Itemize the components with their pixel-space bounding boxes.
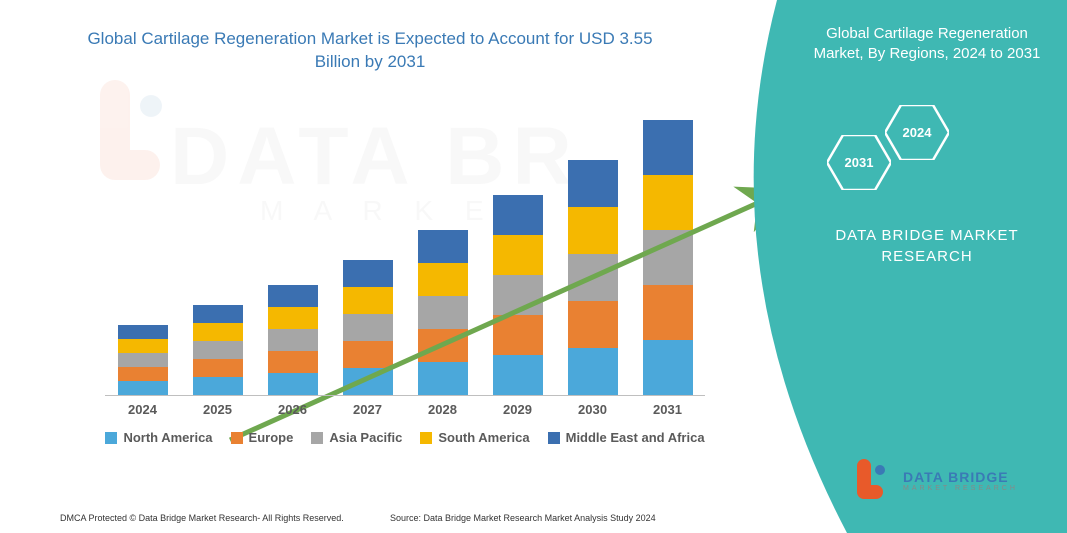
legend-item: Europe bbox=[231, 430, 294, 445]
chart-legend: North America Europe Asia Pacific South Ame… bbox=[95, 430, 715, 445]
bar-segment bbox=[268, 351, 318, 373]
brand-text: DATA BRIDGE MARKET RESEARCH bbox=[817, 225, 1037, 267]
bar-segment bbox=[643, 285, 693, 340]
logo-line-1: DATA BRIDGE bbox=[903, 469, 1018, 485]
chart-title: Global Cartilage Regeneration Market is … bbox=[80, 28, 660, 74]
bar-segment bbox=[643, 230, 693, 285]
bar-column bbox=[643, 120, 693, 395]
bar-segment bbox=[343, 341, 393, 368]
bar-segment bbox=[268, 307, 318, 329]
bar-column bbox=[418, 230, 468, 395]
logo-mark-icon bbox=[857, 457, 893, 503]
bar-segment bbox=[343, 287, 393, 314]
bar-segment bbox=[118, 325, 168, 339]
chart-area bbox=[105, 95, 705, 395]
x-axis-label: 2027 bbox=[343, 402, 393, 417]
legend-item: North America bbox=[105, 430, 212, 445]
legend-swatch-icon bbox=[420, 432, 432, 444]
bars-row bbox=[105, 95, 705, 395]
bar-column bbox=[193, 305, 243, 395]
bar-segment bbox=[568, 254, 618, 301]
bar-segment bbox=[643, 120, 693, 175]
bar-segment bbox=[493, 315, 543, 355]
x-axis-label: 2028 bbox=[418, 402, 468, 417]
bar-segment bbox=[193, 305, 243, 323]
legend-swatch-icon bbox=[311, 432, 323, 444]
legend-label: Asia Pacific bbox=[329, 430, 402, 445]
bar-segment bbox=[193, 341, 243, 359]
hexagon-2024: 2024 bbox=[885, 105, 949, 160]
legend-item: Middle East and Africa bbox=[548, 430, 705, 445]
legend-label: North America bbox=[123, 430, 212, 445]
bar-segment bbox=[118, 353, 168, 367]
bar-segment bbox=[418, 263, 468, 296]
bar-segment bbox=[118, 381, 168, 395]
bar-segment bbox=[343, 260, 393, 287]
legend-label: Middle East and Africa bbox=[566, 430, 705, 445]
hexagon-2031: 2031 bbox=[827, 135, 891, 190]
bar-segment bbox=[418, 230, 468, 263]
bar-segment bbox=[493, 195, 543, 235]
bar-column bbox=[268, 285, 318, 395]
legend-swatch-icon bbox=[231, 432, 243, 444]
x-axis-label: 2029 bbox=[493, 402, 543, 417]
bar-segment bbox=[643, 175, 693, 230]
logo-line-2: MARKET RESEARCH bbox=[903, 485, 1018, 492]
hexagon-group: 2031 2024 bbox=[827, 105, 1007, 205]
x-axis-label: 2031 bbox=[643, 402, 693, 417]
footer-copyright: DMCA Protected © Data Bridge Market Rese… bbox=[60, 513, 344, 523]
bar-segment bbox=[568, 160, 618, 207]
bar-segment bbox=[193, 377, 243, 395]
logo-corner: DATA BRIDGE MARKET RESEARCH bbox=[857, 457, 1037, 503]
legend-item: Asia Pacific bbox=[311, 430, 402, 445]
bar-segment bbox=[493, 235, 543, 275]
legend-swatch-icon bbox=[105, 432, 117, 444]
bar-segment bbox=[418, 329, 468, 362]
bar-segment bbox=[118, 367, 168, 381]
bar-segment bbox=[568, 348, 618, 395]
bar-segment bbox=[268, 285, 318, 307]
bar-segment bbox=[193, 359, 243, 377]
right-panel: Global Cartilage Regeneration Market, By… bbox=[737, 0, 1067, 533]
legend-swatch-icon bbox=[548, 432, 560, 444]
bar-column bbox=[493, 195, 543, 395]
x-axis-label: 2025 bbox=[193, 402, 243, 417]
hexagon-label: 2031 bbox=[845, 155, 874, 170]
brand-line-1: DATA BRIDGE MARKET bbox=[817, 225, 1037, 246]
bar-segment bbox=[343, 314, 393, 341]
bar-column bbox=[118, 325, 168, 395]
x-axis-line bbox=[105, 395, 705, 396]
bar-segment bbox=[418, 362, 468, 395]
bar-segment bbox=[643, 340, 693, 395]
legend-item: South America bbox=[420, 430, 529, 445]
bar-segment bbox=[418, 296, 468, 329]
bar-segment bbox=[493, 355, 543, 395]
hexagon-label: 2024 bbox=[903, 125, 932, 140]
bar-segment bbox=[568, 207, 618, 254]
legend-label: Europe bbox=[249, 430, 294, 445]
logo-text: DATA BRIDGE MARKET RESEARCH bbox=[903, 469, 1018, 492]
right-panel-title: Global Cartilage Regeneration Market, By… bbox=[807, 24, 1047, 65]
bar-segment bbox=[343, 368, 393, 395]
x-axis-labels: 2024 2025 2026 2027 2028 2029 2030 2031 bbox=[105, 402, 705, 417]
bar-segment bbox=[118, 339, 168, 353]
bar-segment bbox=[493, 275, 543, 315]
bar-column bbox=[568, 160, 618, 395]
bar-segment bbox=[268, 329, 318, 351]
x-axis-label: 2026 bbox=[268, 402, 318, 417]
left-panel: DATA BR M A R K E T Global Cartilage Reg… bbox=[0, 0, 750, 533]
x-axis-label: 2030 bbox=[568, 402, 618, 417]
bar-segment bbox=[193, 323, 243, 341]
legend-label: South America bbox=[438, 430, 529, 445]
bar-segment bbox=[568, 301, 618, 348]
brand-line-2: RESEARCH bbox=[817, 246, 1037, 267]
footer-source: Source: Data Bridge Market Research Mark… bbox=[390, 513, 656, 523]
bar-segment bbox=[268, 373, 318, 395]
x-axis-label: 2024 bbox=[118, 402, 168, 417]
bar-column bbox=[343, 260, 393, 395]
